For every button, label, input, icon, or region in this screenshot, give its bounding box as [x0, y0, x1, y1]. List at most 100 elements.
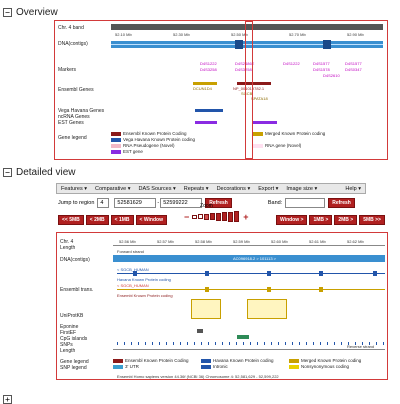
label-chr: Chr. 4 — [60, 239, 74, 245]
nav-forward-1mb-button[interactable]: 1MB > — [309, 215, 333, 225]
legend-swatch — [253, 132, 263, 136]
legend-swatch — [289, 359, 299, 363]
snp-track[interactable] — [117, 342, 385, 345]
jump-controls: Jump to region - Refresh Band: Refresh — [58, 198, 355, 208]
zoom-level[interactable] — [210, 213, 216, 220]
tick-label: 52.60 Mb — [271, 239, 288, 244]
next-section-header: + — [0, 392, 12, 404]
zoom-controls: − + — [184, 211, 249, 222]
menu-decorations[interactable]: Decorations ▾ — [216, 185, 251, 192]
chromosome-band-bar — [111, 24, 383, 30]
menu-image-size[interactable]: Image size ▾ — [286, 185, 318, 192]
label-snp-legend: SNP legend — [60, 365, 87, 371]
vega-gene-bar[interactable] — [195, 109, 223, 112]
menu-features[interactable]: Features ▾ — [61, 185, 87, 192]
contig-label[interactable]: AC096918.2 > 101113 > — [233, 256, 276, 261]
marker-label[interactable]: D4S0347 — [345, 67, 362, 72]
zoom-level[interactable] — [234, 211, 240, 222]
start-input[interactable] — [114, 198, 157, 208]
est-gene-bar[interactable] — [253, 121, 277, 124]
overview-title: Overview — [16, 6, 58, 18]
nav-back-window-button[interactable]: < Window — [135, 215, 167, 225]
gene-label[interactable]: NP_001019782.1 — [233, 86, 265, 91]
overview-collapse-toggle[interactable]: − — [3, 7, 12, 17]
legend-swatch — [253, 144, 263, 148]
label-dna-contigs: DNA(contigs) — [58, 41, 88, 47]
tick-label: 52.59 Mb — [233, 239, 250, 244]
band-refresh-button[interactable]: Refresh — [328, 198, 355, 208]
band-label: Band: — [267, 200, 283, 206]
legend-label: Merged Known Protein coding — [301, 358, 362, 363]
tick-label: 52.62 Mb — [347, 239, 364, 244]
label-uniprot[interactable]: UniProtKB — [60, 313, 84, 319]
chromosome-input[interactable] — [97, 198, 110, 208]
uniprot-feature[interactable] — [247, 299, 287, 319]
zoom-out-icon[interactable]: − — [184, 211, 190, 222]
menu-comparative[interactable]: Comparative ▾ — [95, 185, 131, 192]
transcript-label[interactable]: < SGCB_HUMAN — [117, 283, 149, 288]
menu-export[interactable]: Export ▾ — [258, 185, 279, 192]
footer-text: Ensembl Homo sapiens version 44.36f (NCB… — [117, 374, 279, 379]
tick-label: 52.30 Mb — [173, 32, 190, 37]
label-dna-contigs: DNA(contigs) — [60, 257, 90, 263]
uniprot-feature[interactable] — [191, 299, 221, 319]
zoom-level[interactable] — [216, 212, 222, 221]
band-input[interactable] — [285, 198, 326, 208]
next-section-toggle[interactable]: + — [3, 394, 12, 404]
menu-das-sources[interactable]: DAS Sources ▾ — [138, 185, 176, 192]
zoom-level[interactable] — [198, 214, 204, 219]
marker-label[interactable]: D4S1578 — [313, 67, 330, 72]
label-eponine: Eponine — [60, 324, 79, 330]
label-cpg: CpG islands — [60, 336, 88, 342]
cpg-feature[interactable] — [237, 335, 249, 339]
marker-label[interactable]: D4S2486E — [235, 61, 255, 66]
zoom-level[interactable] — [222, 212, 228, 221]
label-vega-genes: Vega Havana Genes — [58, 108, 105, 114]
gene-label[interactable]: SGCB — [241, 91, 253, 96]
transcript-label[interactable]: < SGCB_HUMAN — [117, 267, 149, 272]
end-input[interactable] — [160, 198, 203, 208]
marker-label[interactable]: D4S1577 — [345, 61, 362, 66]
detailed-collapse-toggle[interactable]: − — [3, 167, 12, 177]
contig-bar[interactable] — [113, 255, 385, 262]
nav-back-2mb-button[interactable]: < 2MB — [85, 215, 109, 225]
est-gene-bar[interactable] — [195, 121, 217, 124]
tick-label: 52.50 Mb — [231, 32, 248, 37]
label-ensembl-trans[interactable]: Ensembl trans. — [60, 287, 94, 293]
legend-label: Ensembl Known Protein Coding — [123, 131, 187, 136]
marker-label[interactable]: D4S1222 — [283, 61, 300, 66]
zoom-in-icon[interactable]: + — [243, 211, 249, 222]
nav-forward-window-button[interactable]: Window > — [276, 215, 308, 225]
nav-back-5mb-button[interactable]: << 5MB — [58, 215, 84, 225]
marker-label[interactable]: D4S1222 — [200, 61, 217, 66]
nav-forward-2mb-button[interactable]: 2MB > — [334, 215, 358, 225]
firstef-feature[interactable] — [197, 329, 203, 333]
legend-label: Merged Known Protein coding — [265, 131, 326, 136]
contig-block — [235, 40, 243, 49]
legend-label: 3' UTR — [125, 364, 139, 369]
marker-label[interactable]: D4S2610 — [323, 73, 340, 78]
transcript-line — [117, 273, 385, 274]
zoom-level[interactable] — [228, 211, 234, 222]
marker-label[interactable]: D4S3258 — [200, 67, 217, 72]
gene-label[interactable]: SPATA18 — [251, 96, 268, 101]
exon-block — [205, 271, 209, 276]
jump-label: Jump to region — [58, 200, 95, 206]
gene-label[interactable]: DCUN1D4 — [193, 86, 212, 91]
menu-help[interactable]: Help ▾ — [345, 185, 361, 192]
gene-bar[interactable] — [193, 82, 217, 85]
nav-back-1mb-button[interactable]: < 1MB — [110, 215, 134, 225]
zoom-level[interactable] — [192, 214, 198, 219]
exon-block — [205, 287, 209, 292]
refresh-button[interactable]: Refresh — [205, 198, 232, 208]
gene-bar[interactable] — [237, 82, 271, 85]
menu-repeats[interactable]: Repeats ▾ — [183, 185, 209, 192]
label-gene-legend: Gene legend — [58, 135, 87, 141]
tick-label: 52.61 Mb — [309, 239, 326, 244]
zoom-level[interactable] — [204, 213, 210, 220]
detailed-panel: Chr. 4 Length 52.56 Mb 52.57 Mb 52.58 Mb… — [56, 232, 388, 380]
marker-label[interactable]: D4S1577 — [313, 61, 330, 66]
nav-forward-5mb-button[interactable]: 5MB >> — [359, 215, 385, 225]
marker-label[interactable]: D4S3258 — [235, 67, 252, 72]
legend-swatch — [111, 144, 121, 148]
